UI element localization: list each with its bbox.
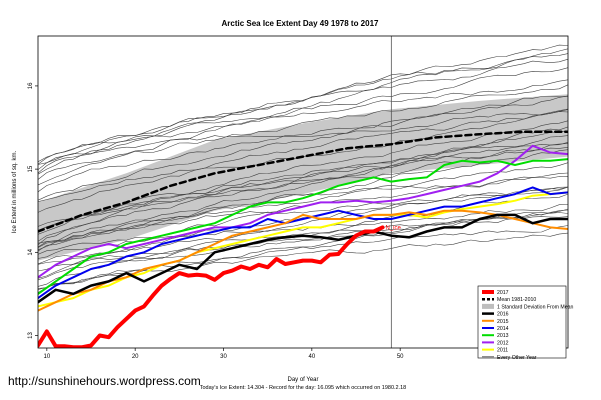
legend-label: 2012 [497, 340, 509, 346]
y-tick-label: 13 [28, 332, 34, 339]
chart-title: Arctic Sea Ice Extent Day 49 1978 to 201… [222, 19, 380, 28]
plot-area: N_ice [38, 36, 568, 348]
other-year-line [38, 44, 568, 170]
legend-label: 1 Standard Deviation From Mean [497, 304, 574, 310]
other-year-line [38, 176, 568, 244]
other-year-line [38, 149, 568, 252]
series-line-2015 [38, 209, 568, 312]
other-year-line [38, 130, 568, 246]
x-tick-label: 50 [397, 354, 404, 360]
legend-label: Mean 1981-2010 [497, 297, 536, 303]
legend-label: 2015 [497, 319, 509, 325]
y-tick-label: 16 [28, 82, 34, 89]
series-line-2014 [38, 186, 568, 300]
other-year-line [38, 186, 568, 265]
x-tick-label: 20 [132, 354, 139, 360]
y-tick-label: 14 [28, 248, 34, 255]
other-year-line [38, 109, 568, 202]
legend-label: 2014 [497, 326, 509, 332]
other-year-line [38, 126, 568, 242]
other-year-line [38, 79, 568, 162]
legend-label: Every Other Year [497, 355, 537, 361]
legend-swatch [482, 303, 494, 309]
other-year-line [38, 186, 568, 259]
plot-frame [37, 35, 569, 349]
series-line-2016 [38, 213, 568, 304]
legend-label: 2016 [497, 312, 509, 318]
series-line-2013 [38, 158, 568, 295]
other-year-line [38, 142, 568, 248]
plot-content: N_ice [38, 36, 568, 348]
other-year-line [38, 84, 568, 186]
legend-label: 2013 [497, 333, 509, 339]
legend-label: 2011 [497, 348, 508, 354]
other-year-line [38, 143, 568, 232]
other-year-line [38, 120, 568, 235]
point-annotation: N_ice [386, 225, 402, 231]
watermark-url: http://sunshinehours.wordpress.com [8, 374, 201, 388]
other-year-line [38, 96, 568, 193]
series-line-2012 [38, 144, 568, 279]
y-tick-label: 15 [28, 165, 34, 172]
other-year-line [38, 111, 568, 165]
other-year-line [38, 135, 568, 231]
series-line-mean-1981-2010 [38, 130, 568, 233]
other-year-line [38, 48, 568, 165]
other-year-line [38, 186, 568, 255]
x-tick-label: 10 [43, 354, 50, 360]
y-axis-label: Ice Extent in millions of sq. km. [12, 150, 18, 233]
other-year-line [38, 204, 568, 265]
other-year-line [38, 95, 568, 201]
x-tick-label: 40 [308, 354, 315, 360]
x-axis-label: Day of Year [287, 377, 318, 383]
other-year-line [38, 162, 568, 248]
other-year-line [38, 67, 568, 180]
legend-label: 2017 [497, 290, 509, 296]
series-line-2017 [38, 225, 385, 348]
caption-today-extent: Today's Ice Extent: 14.304 - Record for … [200, 385, 407, 391]
x-tick-label: 30 [220, 354, 227, 360]
